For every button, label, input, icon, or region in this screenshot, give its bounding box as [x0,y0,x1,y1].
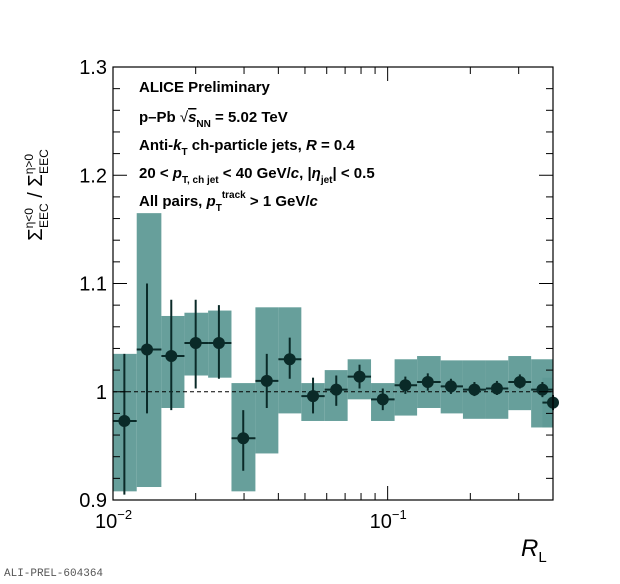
preliminary-id: ALI-PREL-604364 [4,568,104,580]
data-point-0 [113,353,137,495]
annotations: ALICE Preliminary p–Pb √sNN = 5.02 TeV Ant… [139,79,375,214]
marker [307,390,320,403]
marker [212,337,225,350]
annotation-line-4: All pairs, pTtrack > 1 GeV/c [139,190,319,214]
data-point-5 [231,410,256,471]
annotation-line-3: 20 < pT, ch jet < 40 GeV/c, |ηjet| < 0.5 [139,165,375,186]
data-point-14 [440,378,463,394]
y-axis-label: Ση<0EEC / Ση>0EEC [22,149,51,241]
marker [189,337,202,350]
tick-labels: 0.9 1 1.1 1.2 1.3 10−2 10−1 [79,57,407,533]
marker [513,376,526,389]
y-tick-label: 0.9 [79,490,107,512]
marker [536,383,549,396]
data-point-6 [255,353,279,408]
marker [444,380,457,393]
data-point-9 [324,375,348,406]
marker [330,383,343,396]
data-point-7 [278,337,302,379]
marker [165,350,178,363]
data-point-1 [136,283,162,414]
y-tick-label: 1.3 [79,57,107,79]
x-axis-label: RL [521,535,547,566]
marker [353,370,366,383]
data-point-17 [508,374,532,389]
data-point-16 [485,380,509,395]
data-point-10 [347,364,372,389]
annotation-line-1: p–Pb √sNN = 5.02 TeV [139,109,288,130]
y-axis-title: Ση<0EEC / Ση>0EEC [22,149,51,241]
marker [399,379,412,392]
marker [421,376,434,389]
x-tick-label: 10−2 [95,507,132,533]
marker [490,382,503,395]
data-point-8 [301,377,325,414]
axis-ticks [112,66,554,501]
marker [141,343,154,356]
data-points [113,283,559,495]
data-point-2 [161,299,185,411]
marker [468,383,481,396]
marker [118,414,131,427]
data-point-4 [208,305,232,379]
y-tick-label: 1.1 [79,274,107,296]
data-point-3 [184,299,209,389]
annotation-line-2: Anti-kT ch-particle jets, R = 0.4 [139,137,355,158]
data-point-13 [417,373,441,391]
syst-band-2 [161,315,185,408]
syst-bands [113,213,553,492]
data-point-11 [371,388,395,411]
annotation-line-0: ALICE Preliminary [139,79,271,96]
data-point-15 [462,382,486,397]
marker [283,353,296,366]
plot-frame [112,66,554,501]
data-point-18 [531,382,553,398]
marker [260,374,273,387]
y-tick-label: 1.2 [79,165,107,187]
marker [376,393,389,406]
marker [237,432,250,445]
x-tick-label: 10−1 [370,507,407,533]
data-point-12 [394,376,418,394]
y-tick-label: 1 [96,382,107,404]
x-axis-title: RL [521,535,547,566]
